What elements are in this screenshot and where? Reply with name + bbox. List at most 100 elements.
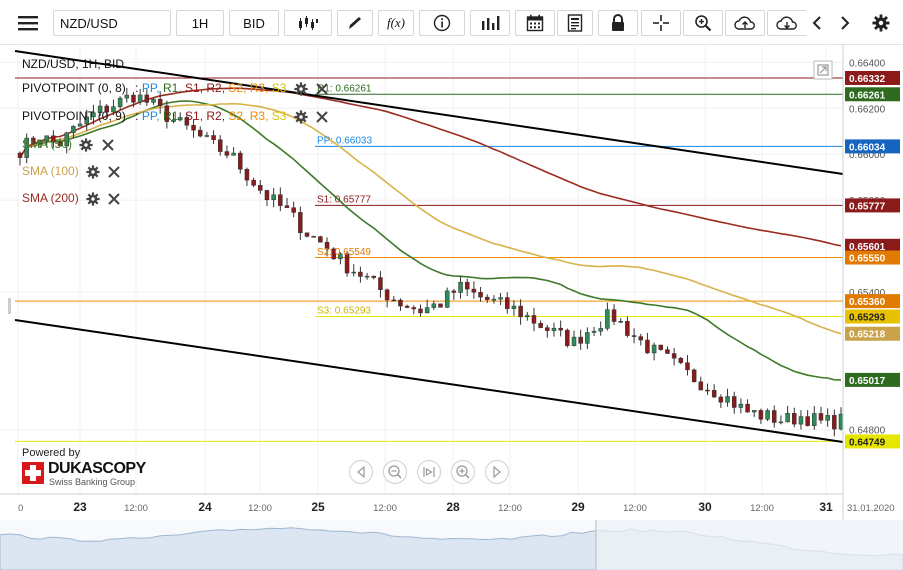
- chevron-right-icon: [841, 16, 850, 30]
- download-button[interactable]: [767, 10, 807, 36]
- candle-body: [625, 321, 630, 336]
- close-icon[interactable]: [315, 110, 329, 124]
- restore-view-button[interactable]: [813, 60, 833, 80]
- document-icon: [567, 14, 583, 32]
- scroll-right-button[interactable]: [834, 10, 856, 36]
- lower-trendline[interactable]: [14, 319, 844, 443]
- price-badge: [845, 372, 900, 387]
- pivot-legend-s1: S1,: [185, 109, 204, 123]
- candle-body: [538, 323, 543, 328]
- calendar-icon: [526, 14, 544, 32]
- resize-handle[interactable]: [8, 298, 11, 314]
- navigator-overview[interactable]: [0, 520, 903, 570]
- price-badge: [845, 294, 900, 309]
- candle-body: [117, 97, 123, 107]
- upload-button[interactable]: [725, 10, 765, 36]
- candle-body: [204, 135, 210, 137]
- lock-button[interactable]: [598, 10, 638, 36]
- candle-body: [778, 421, 784, 424]
- trend-lines[interactable]: [14, 50, 844, 443]
- navigator-window[interactable]: [596, 520, 903, 570]
- zoom-button[interactable]: [683, 10, 723, 36]
- candle-body: [217, 139, 223, 152]
- indicators-button[interactable]: f(x): [378, 10, 414, 36]
- sma100-legend[interactable]: SMA (100): [22, 164, 121, 179]
- price-chart[interactable]: R1: 0.66261 PP: 0.66033 S1: 0.65777 S2: 0.6…: [0, 44, 903, 520]
- crosshair-button[interactable]: [641, 10, 681, 36]
- candle-body: [751, 410, 757, 413]
- volume-button[interactable]: [470, 10, 510, 36]
- close-icon[interactable]: [107, 192, 121, 206]
- chart-type-button[interactable]: [284, 10, 332, 36]
- pivot-legend-1[interactable]: PIVOTPOINT (0, 8) : PP, R1, S1, R2, S2, …: [22, 81, 329, 96]
- pivot-legend-r3: R3,: [249, 81, 269, 95]
- time-tick-label: 12:00: [373, 503, 397, 514]
- cloud-upload-icon: [734, 16, 755, 30]
- close-icon[interactable]: [315, 82, 329, 96]
- candle-body: [284, 205, 290, 208]
- candle-body: [331, 248, 336, 260]
- zoom-in-button[interactable]: [451, 460, 475, 484]
- settings-button[interactable]: [868, 10, 894, 36]
- candle-body: [645, 339, 650, 354]
- time-tick-label: 0: [18, 503, 23, 514]
- scroll-left-button[interactable]: [806, 10, 828, 36]
- candle-body: [364, 275, 370, 278]
- gear-icon[interactable]: [86, 165, 100, 179]
- draw-tool-button[interactable]: [337, 10, 373, 36]
- candles: [17, 87, 844, 437]
- reset-zoom-button[interactable]: [417, 460, 441, 484]
- zoom-out-button[interactable]: [383, 460, 407, 484]
- calendar-button[interactable]: [515, 10, 555, 36]
- gear-icon[interactable]: [294, 82, 308, 96]
- candle-body: [51, 135, 56, 143]
- time-tick-label: 25: [311, 500, 325, 514]
- price-badge: [845, 87, 900, 102]
- time-tick-label: 31.01.2020: [847, 503, 895, 514]
- upper-trendline[interactable]: [14, 50, 844, 175]
- gear-icon[interactable]: [79, 138, 93, 152]
- pivot-label-s2: S2: 0.65549: [317, 247, 371, 258]
- candle-body: [578, 336, 583, 344]
- candle-body: [658, 344, 664, 350]
- gear-icon[interactable]: [294, 110, 308, 124]
- pan-right-button[interactable]: [485, 460, 509, 484]
- gear-icon[interactable]: [86, 192, 100, 206]
- candle-body: [558, 327, 563, 331]
- candle-body: [772, 410, 777, 423]
- candle-body: [451, 290, 457, 293]
- close-icon[interactable]: [107, 165, 121, 179]
- candle-body: [77, 123, 83, 127]
- candle-body: [484, 296, 490, 300]
- candle-body: [518, 305, 523, 318]
- price-badge: [845, 139, 900, 154]
- pan-left-button[interactable]: [349, 460, 373, 484]
- candle-body: [605, 309, 610, 329]
- pivot-label-s1: S1: 0.65777: [317, 194, 371, 205]
- time-tick-label: 24: [198, 500, 212, 514]
- candle-body: [758, 410, 764, 420]
- pivot-legend-2[interactable]: PIVOTPOINT (0, 9) : PP, R1, S1, R2, S2, …: [22, 109, 329, 124]
- instrument-label: NZD/USD: [60, 15, 118, 31]
- candle-body: [598, 328, 603, 332]
- candle-body: [825, 415, 830, 421]
- sma50-legend[interactable]: SMA (50): [22, 137, 115, 152]
- side-select[interactable]: BID: [229, 10, 279, 36]
- candle-body: [84, 116, 89, 125]
- price-badge: [845, 198, 900, 213]
- period-select[interactable]: 1H: [176, 10, 224, 36]
- info-button[interactable]: [419, 10, 465, 36]
- close-icon[interactable]: [101, 138, 115, 152]
- pencil-icon: [349, 17, 361, 29]
- time-axis[interactable]: 0 23 12:00 24 12:00 25 12:00 28 12:00 29 12:00 30 12…: [18, 500, 895, 514]
- instrument-select[interactable]: NZD/USD: [53, 10, 171, 36]
- menu-button[interactable]: [8, 10, 48, 36]
- report-button[interactable]: [557, 10, 593, 36]
- sma200-legend[interactable]: SMA (200): [22, 191, 121, 206]
- side-label: BID: [243, 15, 265, 31]
- sma200-label: SMA (200): [22, 191, 79, 205]
- candle-body: [631, 335, 637, 337]
- candle-body: [171, 119, 176, 122]
- pivot-label-s3: S3: 0.65293: [317, 306, 371, 317]
- time-tick-label: 28: [446, 500, 460, 514]
